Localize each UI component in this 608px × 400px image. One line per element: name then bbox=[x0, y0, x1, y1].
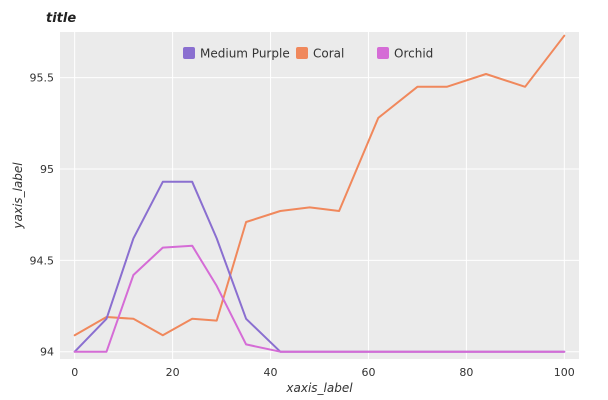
series-line-orchid bbox=[73, 244, 566, 353]
x-tick-label: 20 bbox=[166, 366, 180, 379]
legend: Medium Purple Coral Orchid bbox=[183, 47, 433, 61]
chart-title: title bbox=[46, 11, 76, 26]
x-tick-label: 0 bbox=[71, 366, 78, 379]
legend-swatch bbox=[183, 47, 195, 59]
y-tick-label: 95.5 bbox=[30, 72, 55, 85]
y-tick-label: 95 bbox=[40, 163, 54, 176]
legend-label: Coral bbox=[313, 47, 344, 61]
y-tick-label: 94 bbox=[40, 346, 54, 359]
grid-lines bbox=[60, 32, 579, 359]
y-tick-labels: 94 94.5 95 95.5 bbox=[30, 72, 55, 359]
x-tick-label: 60 bbox=[361, 366, 375, 379]
x-tick-label: 40 bbox=[264, 366, 278, 379]
y-axis-title: yaxis_label bbox=[11, 162, 25, 230]
legend-swatch bbox=[377, 47, 389, 59]
series-line-coral bbox=[73, 34, 566, 337]
x-tick-label: 80 bbox=[459, 366, 473, 379]
plot-background bbox=[60, 32, 579, 359]
series-layer bbox=[73, 34, 566, 353]
y-tick-label: 94.5 bbox=[30, 254, 55, 267]
legend-swatch bbox=[296, 47, 308, 59]
legend-label: Medium Purple bbox=[200, 47, 290, 61]
legend-label: Orchid bbox=[394, 47, 433, 61]
x-tick-labels: 0 20 40 60 80 100 bbox=[71, 366, 575, 379]
x-tick-label: 100 bbox=[554, 366, 575, 379]
x-axis-title: xaxis_label bbox=[285, 381, 353, 395]
